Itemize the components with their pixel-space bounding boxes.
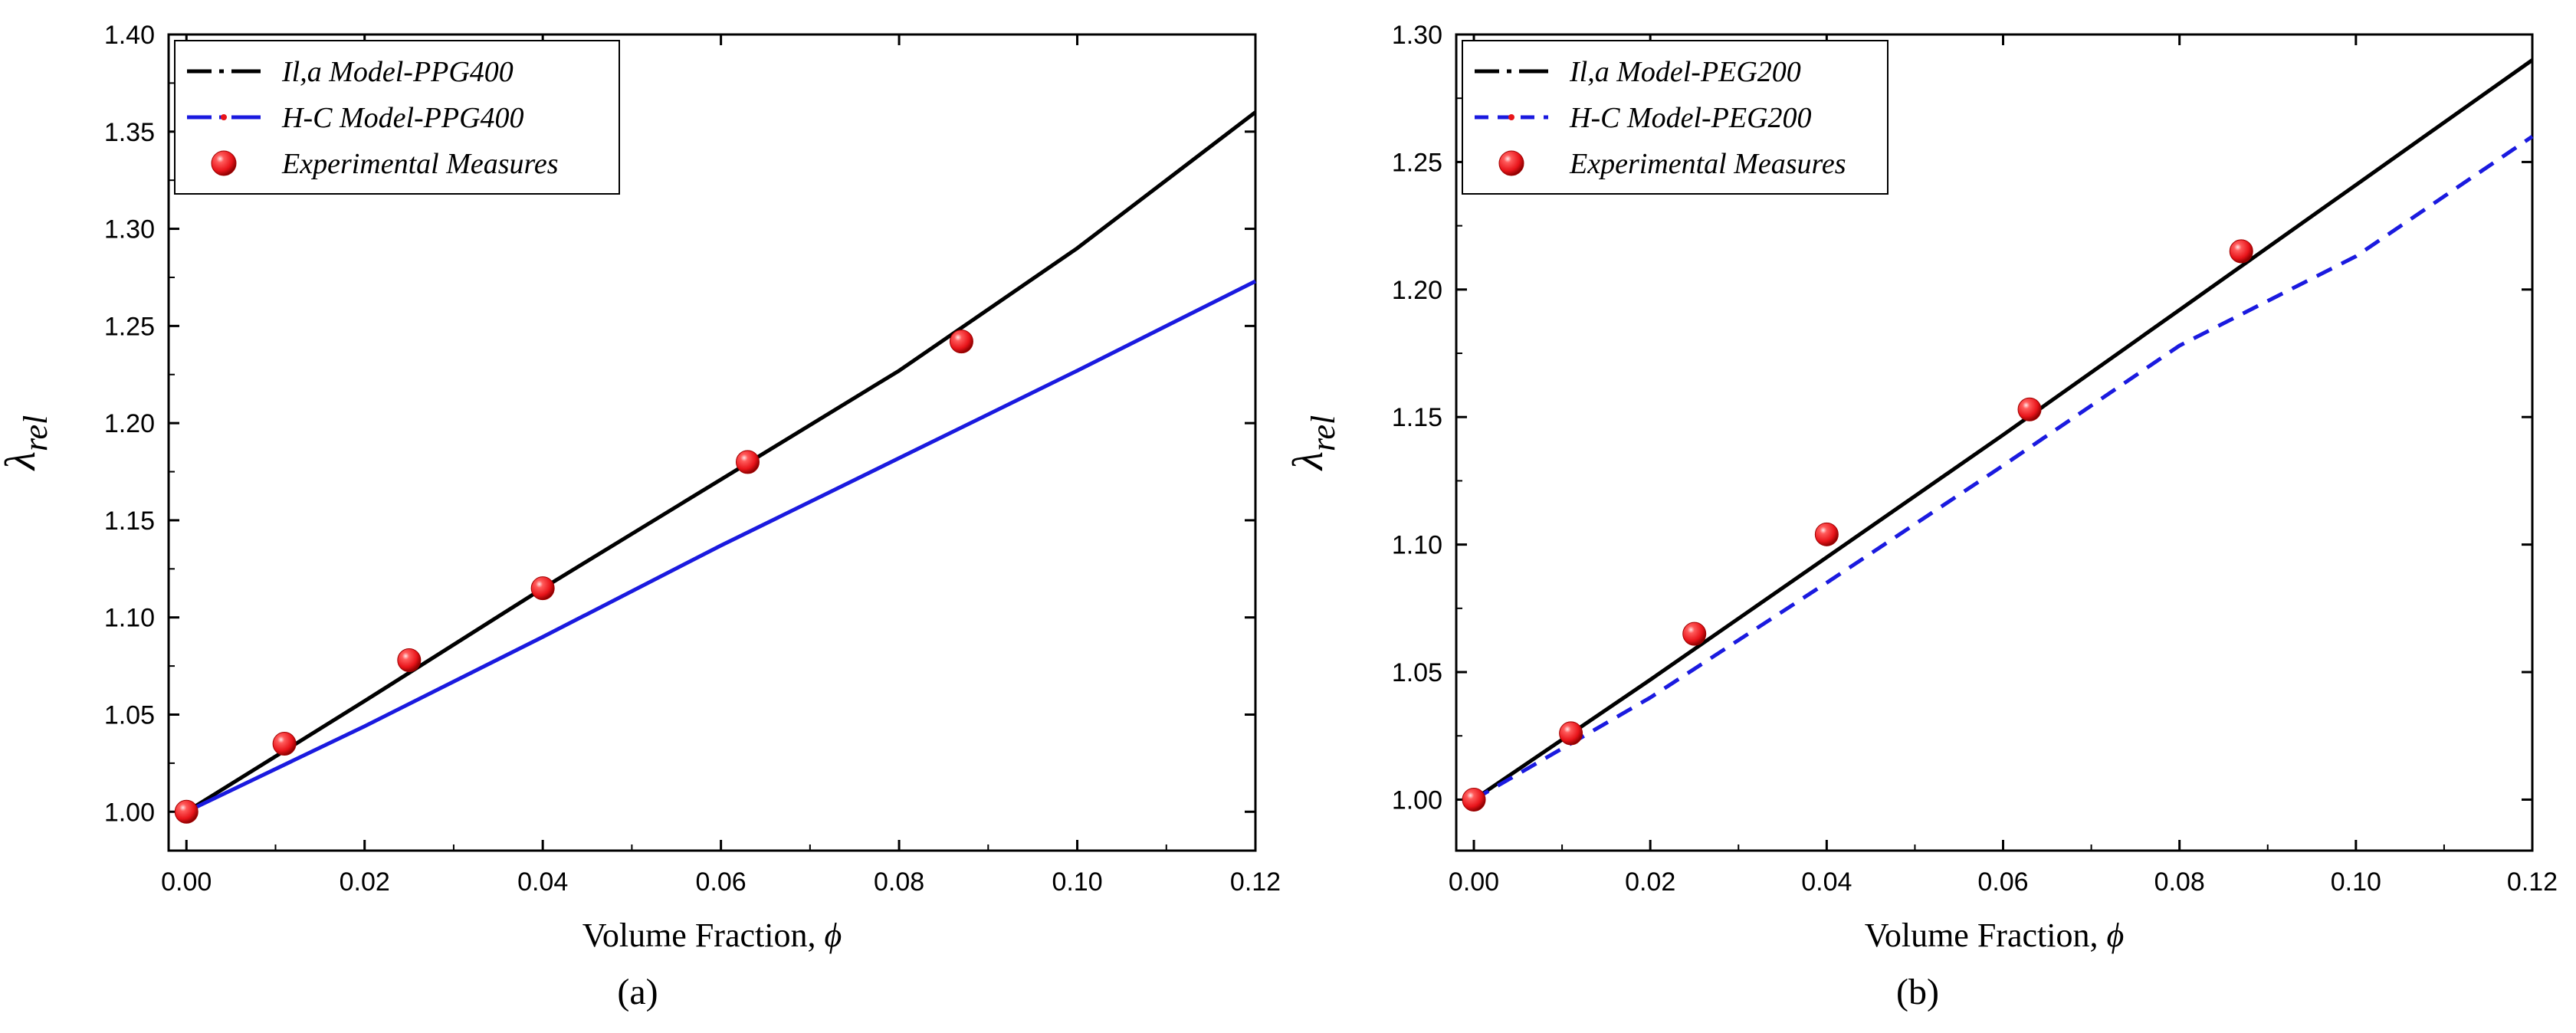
- series-line-b-0: [1472, 58, 2534, 802]
- x-tick-label-b: 0.00: [1449, 867, 1499, 897]
- legend-swatch-a-2: [211, 150, 237, 176]
- plot-frame-b: [1455, 33, 2534, 852]
- data-point-a: [530, 576, 555, 601]
- series-line-b-1: [1472, 135, 2534, 802]
- plot-frame-a: [167, 33, 1257, 852]
- legend-swatch-dot-b: [1508, 114, 1514, 120]
- series-line-a-1: [185, 279, 1257, 814]
- x-tick-label-a: 0.04: [517, 867, 568, 897]
- y-tick-label-b: 1.05: [1392, 658, 1442, 687]
- data-point-b: [2017, 397, 2042, 421]
- panel-label-b: (b): [1896, 972, 1939, 1012]
- data-point-a: [949, 330, 973, 354]
- legend-swatch-b-2: [1498, 150, 1524, 176]
- y-tick-label-a: 1.40: [104, 21, 155, 50]
- x-tick-label-b: 0.08: [2154, 867, 2205, 897]
- data-point-b: [1814, 522, 1839, 546]
- y-tick-label-b: 1.10: [1392, 531, 1442, 560]
- panel-label-a: (a): [617, 972, 658, 1012]
- y-tick-label-b: 1.30: [1392, 21, 1442, 50]
- data-point-b: [1682, 621, 1707, 646]
- x-tick-label-a: 0.02: [340, 867, 390, 897]
- x-axis-title-a: Volume Fraction, ϕ: [582, 917, 842, 954]
- x-tick-label-b: 0.06: [1977, 867, 2028, 897]
- y-tick-label-a: 1.35: [104, 118, 155, 147]
- y-tick-label-a: 1.10: [104, 604, 155, 633]
- x-tick-label-a: 0.00: [161, 867, 212, 897]
- y-tick-label-b: 1.15: [1392, 403, 1442, 432]
- y-tick-label-a: 1.30: [104, 215, 155, 244]
- y-tick-label-a: 1.05: [104, 701, 155, 730]
- legend-label-b-2: Experimental Measures: [1569, 148, 1846, 180]
- series-line-a-0: [185, 110, 1257, 814]
- x-tick-label-a: 0.10: [1052, 867, 1102, 897]
- data-point-a: [174, 799, 199, 824]
- x-tick-label-b: 0.04: [1801, 867, 1852, 897]
- data-point-a: [735, 450, 760, 474]
- data-point-b: [1462, 787, 1486, 812]
- y-axis-title-a: λrel: [0, 415, 54, 472]
- y-axis-title-b: λrel: [1285, 415, 1342, 472]
- chart-panel-b: 0.00 0.02 0.04 0.06 0.08 0.10 0.12 1.00 1.05 1.10…: [1285, 21, 2558, 1012]
- x-tick-label-a: 0.12: [1230, 867, 1281, 897]
- x-axis-title-b: Volume Fraction, ϕ: [1865, 917, 2125, 954]
- data-point-a: [397, 648, 422, 672]
- y-tick-label-a: 1.20: [104, 409, 155, 438]
- x-tick-label-a: 0.06: [696, 867, 747, 897]
- data-point-b: [1559, 721, 1583, 746]
- data-point-b: [2229, 239, 2253, 264]
- x-tick-label-b: 0.02: [1625, 867, 1675, 897]
- y-tick-label-b: 1.20: [1392, 276, 1442, 305]
- data-point-a: [272, 732, 297, 756]
- y-tick-label-a: 1.25: [104, 312, 155, 341]
- legend-label-a-1: H-C Model-PPG400: [281, 102, 524, 134]
- x-tick-label-b: 0.12: [2507, 867, 2558, 897]
- y-tick-label-a: 1.00: [104, 798, 155, 827]
- legend-label-a-2: Experimental Measures: [281, 148, 559, 180]
- y-tick-label-b: 1.00: [1392, 785, 1442, 815]
- y-tick-label-a: 1.15: [104, 507, 155, 536]
- y-tick-label-b: 1.25: [1392, 148, 1442, 177]
- legend-label-a-0: Il,a Model-PPG400: [281, 56, 514, 88]
- chart-panel-a: 0.00 0.02 0.04 0.06 0.08 0.10 0.12 1.00 1.05 1.10…: [0, 21, 1281, 1012]
- legend-swatch-dot-a: [221, 114, 227, 120]
- legend-label-b-0: Il,a Model-PEG200: [1569, 56, 1801, 88]
- x-tick-label-b: 0.10: [2331, 867, 2381, 897]
- x-tick-label-a: 0.08: [874, 867, 924, 897]
- legend-label-b-1: H-C Model-PEG200: [1569, 102, 1812, 134]
